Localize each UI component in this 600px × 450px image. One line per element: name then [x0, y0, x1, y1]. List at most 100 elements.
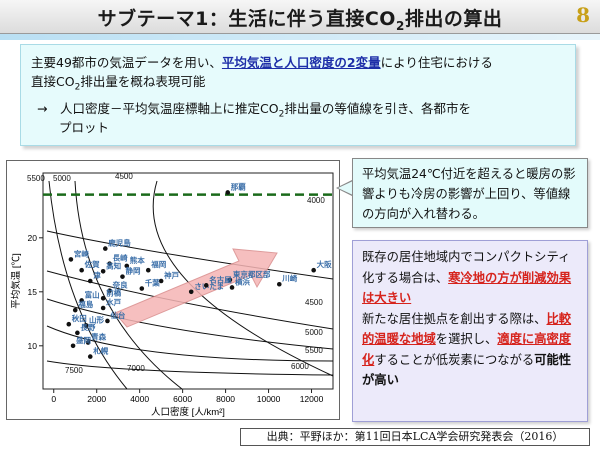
city-label: さいたま [194, 281, 224, 291]
city-label: 津 [93, 270, 101, 280]
contour-label: 6000 [291, 362, 309, 371]
city-label: 富山 [85, 289, 100, 299]
city-label: 奈良 [112, 280, 128, 290]
city-point [107, 288, 112, 294]
city-point [124, 263, 130, 269]
city-label: 長崎 [113, 253, 128, 263]
contour-label: 5500 [305, 346, 323, 355]
x-tick-label: 10000 [257, 394, 281, 404]
contour-label: 4500 [115, 172, 133, 181]
city-point [70, 343, 76, 349]
x-tick-label: 2000 [87, 394, 106, 404]
arrow-icon [114, 248, 278, 328]
y-tick-label: 10 [28, 341, 38, 351]
city-point [72, 307, 78, 313]
city-label: 熊本 [130, 255, 145, 265]
city-label: 静岡 [125, 266, 140, 276]
city-label: 鹿児島 [108, 238, 131, 248]
contour-label: 4000 [307, 196, 325, 205]
city-label: 札幌 [92, 346, 108, 356]
summary-line-4: プロット [59, 120, 110, 135]
y-tick-label: 15 [28, 287, 38, 297]
city-point [102, 246, 108, 251]
contour-line [46, 298, 334, 350]
summary-highlight: 平均気温と人口密度の2変量 [221, 55, 381, 70]
city-point [83, 322, 89, 328]
city-point [145, 267, 151, 273]
callout-tail-inner [338, 181, 353, 195]
chart-svg: 5500 5000 4500 4000 4500 5000 5500 6000 7000 7500… [10, 172, 334, 418]
city-point [100, 305, 106, 311]
city-label: 名古屋 [209, 274, 232, 284]
city-point [66, 321, 72, 327]
city-label: 盛岡 [76, 335, 91, 345]
contour-label: 5000 [53, 174, 71, 183]
city-point [79, 267, 84, 273]
city-label: 千葉 [145, 278, 160, 288]
city-point [139, 286, 145, 291]
note-red-text-1: 寒冷地の方が削減効果は大きい [362, 270, 572, 306]
contour-label: 7000 [127, 364, 145, 373]
city-point [227, 277, 233, 283]
city-point [188, 289, 194, 295]
city-point [85, 340, 91, 345]
city-point [105, 318, 110, 324]
page-title: サブテーマ1：生活に伴う直接CO2排出の算出 [97, 8, 503, 33]
summary-line-1: 主要49都市の気温データを用い、平均気温と人口密度の2変量により住宅における [31, 55, 493, 70]
x-axis-label: 人口密度 [人/km²] [151, 406, 225, 418]
summary-arrow-line: → 人口密度－平均気温座標軸上に推定CO2排出量の等値線を引き、各都市を [37, 101, 471, 120]
city-point [75, 330, 80, 336]
x-tick-label: 8000 [216, 394, 235, 404]
city-label: 佐賀 [84, 259, 100, 269]
city-point [120, 274, 125, 279]
contour-label: 7500 [65, 366, 83, 375]
city-label: 福岡 [150, 259, 166, 269]
x-tick-label: 0 [51, 394, 56, 404]
arrow-icon: → [37, 101, 48, 116]
x-tick-label: 12000 [300, 394, 324, 404]
contour-line [46, 325, 334, 362]
contour-line [46, 360, 334, 376]
city-label: 水戸 [106, 297, 121, 307]
city-point [100, 268, 106, 274]
citation: 出典：平野ほか：第11回日本LCA学会研究発表会（2016） [240, 428, 590, 446]
note-red-text-2: 比較的温暖な地域 [362, 311, 572, 347]
contour-label: 4500 [305, 298, 323, 307]
city-label: 山形 [89, 314, 104, 324]
summary-box: 主要49都市の気温データを用い、平均気温と人口密度の2変量により住宅における 直… [20, 44, 576, 146]
city-point [100, 295, 106, 301]
city-point [68, 257, 74, 262]
city-label: 前橋 [106, 287, 121, 297]
city-label: 東京都区部 [233, 269, 271, 279]
city-point [107, 261, 112, 267]
city-label: 川崎 [281, 273, 297, 283]
callout-box: 平均気温24℃付近を超えると暖房の影響よりも冷房の影響が上回り、等値線の方向が入… [352, 158, 588, 228]
title-bar [0, 0, 600, 34]
contour-line [48, 180, 128, 390]
city-point [79, 298, 84, 303]
plot-frame [42, 172, 334, 390]
city-point [225, 190, 231, 195]
note-bold-text: 可能性が高い [362, 352, 572, 388]
city-label: 福島 [77, 299, 93, 309]
summary-line-2: 直接CO2排出量を概ね表現可能 [31, 74, 206, 93]
contour-chart: 5500 5000 4500 4000 4500 5000 5500 6000 7000 7500… [6, 160, 340, 420]
city-point [87, 278, 93, 284]
city-point [311, 267, 316, 273]
title-accent-strip [0, 34, 600, 40]
contour-label: 5000 [305, 328, 323, 337]
note-box: 既存の居住地域内でコンパクトシティ化する場合は、寒冷地の方が削減効果は大きい 新… [352, 240, 588, 422]
contour-label: 5500 [27, 174, 45, 183]
y-tick-label: 20 [28, 233, 38, 243]
note-red-text-3: 適度に高密度化 [362, 332, 572, 367]
city-label: 高知 [106, 260, 121, 270]
page-number: 8 [576, 3, 590, 27]
city-label: 横浜 [235, 276, 250, 286]
x-tick-label: 4000 [130, 394, 149, 404]
city-point [158, 278, 164, 284]
city-label: 仙台 [110, 310, 125, 320]
city-label: 神戸 [164, 270, 179, 280]
city-label: 那覇 [231, 182, 246, 191]
city-point [276, 281, 282, 287]
city-point [229, 285, 235, 290]
